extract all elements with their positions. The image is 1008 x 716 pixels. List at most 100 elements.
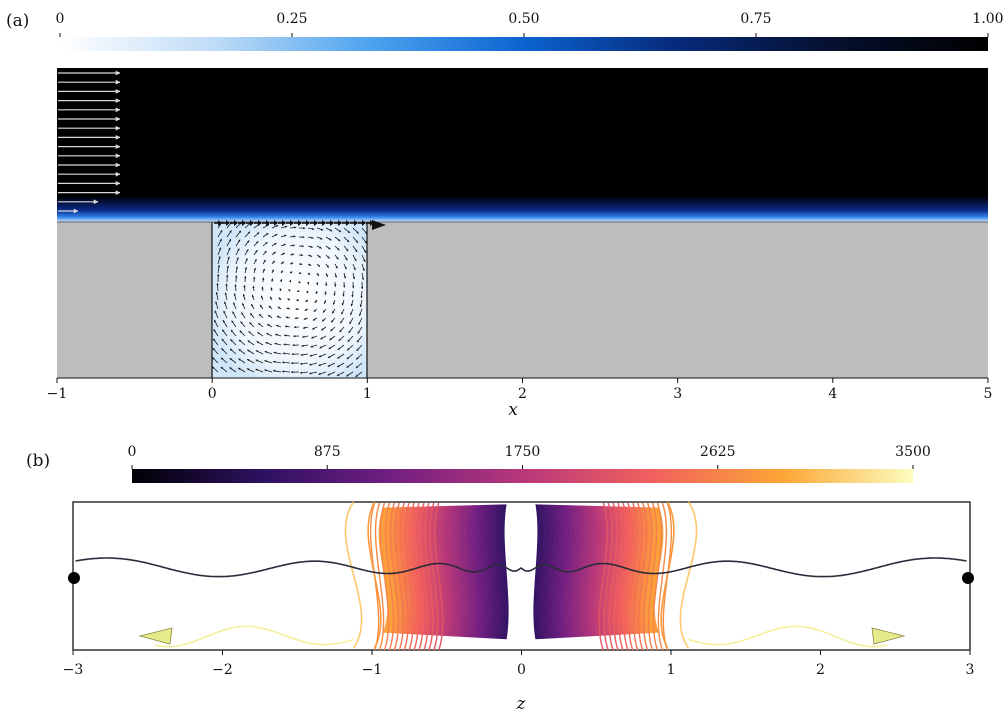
vortex-arrowhead <box>223 310 226 314</box>
helix-ring <box>539 504 546 639</box>
helix-ring <box>430 506 439 636</box>
vortex-arrowhead <box>354 258 357 262</box>
helix-ring <box>555 504 562 639</box>
vortex-arrowhead <box>259 314 262 317</box>
colorbar-b-tick-label: 0 <box>128 444 137 460</box>
helix-ring <box>408 506 417 635</box>
helix-ring <box>453 505 461 637</box>
helix-ring <box>649 507 660 634</box>
helix-ring <box>589 505 597 637</box>
vortex-arrowhead <box>229 230 232 233</box>
vortex-arrowhead <box>214 310 217 314</box>
vortex-arrowhead <box>234 284 237 287</box>
helix-ring <box>344 501 363 649</box>
helix-ring <box>611 506 620 636</box>
vortex-arrowhead <box>323 310 326 313</box>
helix-ring <box>397 506 407 634</box>
shear-arrowhead <box>282 220 286 226</box>
helix-ring <box>538 504 544 640</box>
helix-ring <box>589 505 598 637</box>
vortex-arrowhead <box>251 304 254 307</box>
z-axis-ticks: −3 −2 −1 0 1 2 3 <box>63 650 974 678</box>
helix-ring <box>496 504 503 639</box>
vortex-arrowhead <box>327 364 331 367</box>
vortex-arrowhead <box>242 294 245 297</box>
vortex-arrowhead <box>245 258 248 261</box>
x-axis-tick-label: 0 <box>208 386 217 402</box>
vortex-arrowhead <box>293 325 297 329</box>
shear-arrowhead <box>362 220 366 226</box>
vortex-arrowhead <box>285 316 289 319</box>
vortex-arrowhead <box>323 301 327 304</box>
vortex-arrowhead <box>363 259 366 262</box>
helix-ring <box>387 507 398 634</box>
inflow-arrows <box>58 70 121 214</box>
arrowhead-left <box>138 627 173 645</box>
helix-ring <box>556 504 562 639</box>
vortex-arrowhead <box>247 240 250 243</box>
vortex-arrowhead <box>302 326 306 329</box>
helix-ring <box>460 505 468 638</box>
vortex-arrowhead <box>281 261 284 264</box>
vortex-arrowhead <box>348 330 351 333</box>
shear-arrowhead <box>226 220 230 226</box>
vortex-arrowhead <box>229 367 232 370</box>
helix-ring <box>389 502 400 651</box>
helix-ring <box>449 505 457 637</box>
vortex-arrowhead <box>337 347 341 350</box>
colorbar-a-tick-label: 0 <box>56 11 65 27</box>
vortex-arrowhead <box>273 369 276 373</box>
helix-ring <box>576 505 583 637</box>
vortex-arrowhead <box>248 331 251 334</box>
vortex-arrowhead <box>320 237 323 240</box>
vortex-arrowhead <box>353 267 356 271</box>
helix-tail-left <box>154 625 354 648</box>
helix-ring <box>539 504 545 639</box>
helix-ring <box>447 505 455 637</box>
vortex-arrowhead <box>273 251 276 255</box>
vortex-arrowhead <box>255 250 258 253</box>
vortex-arrowhead <box>322 319 325 322</box>
shear-layer-arrows <box>214 220 386 230</box>
helix-ring <box>455 505 463 637</box>
helix-ring <box>461 505 469 638</box>
shear-arrowhead <box>234 220 238 226</box>
helix-ring <box>679 501 698 649</box>
vortex-arrowhead <box>357 339 360 343</box>
helix-ring <box>625 506 634 635</box>
vortex-arrowhead <box>289 271 293 274</box>
vortex-arrowhead <box>222 329 225 332</box>
helix-ring <box>652 502 663 651</box>
vortex-arrowhead <box>213 329 216 332</box>
vortex-arrowhead <box>293 235 296 238</box>
vortex-arrowhead <box>300 353 303 356</box>
z-axis-label: z <box>516 694 527 714</box>
helix-ring <box>601 506 609 636</box>
vortex-arrowhead <box>233 293 236 296</box>
vortex-arrowhead <box>337 247 340 251</box>
helix-ring <box>486 504 493 639</box>
vortex-arrowhead <box>256 232 260 235</box>
vortex-arrowhead <box>255 368 258 371</box>
vortex-arrowhead <box>282 370 285 373</box>
vortex-arrowhead <box>320 337 323 340</box>
vortex-arrowhead <box>218 256 221 259</box>
vortex-arrowhead <box>212 347 215 351</box>
shear-arrow-tip <box>372 220 386 230</box>
vortex-arrowhead <box>310 345 313 348</box>
vortex-arrowhead <box>215 301 218 304</box>
helix-ring <box>501 504 507 640</box>
vortex-arrowhead <box>308 263 312 266</box>
z-axis-tick-label: 1 <box>667 662 676 678</box>
vortex-arrowhead <box>244 267 248 270</box>
vortex-arrowhead <box>318 372 321 375</box>
vortex-arrowhead <box>266 333 269 336</box>
helix-ring <box>432 506 440 636</box>
vortex-arrowhead <box>312 327 315 330</box>
colorbar-a-tick-label: 0.25 <box>276 11 307 27</box>
helix-ring <box>606 506 615 636</box>
vortex-arrowhead <box>264 360 267 363</box>
vortex-arrowhead <box>280 270 283 273</box>
vortex-arrowhead <box>247 231 251 234</box>
helix-ring <box>575 505 583 638</box>
